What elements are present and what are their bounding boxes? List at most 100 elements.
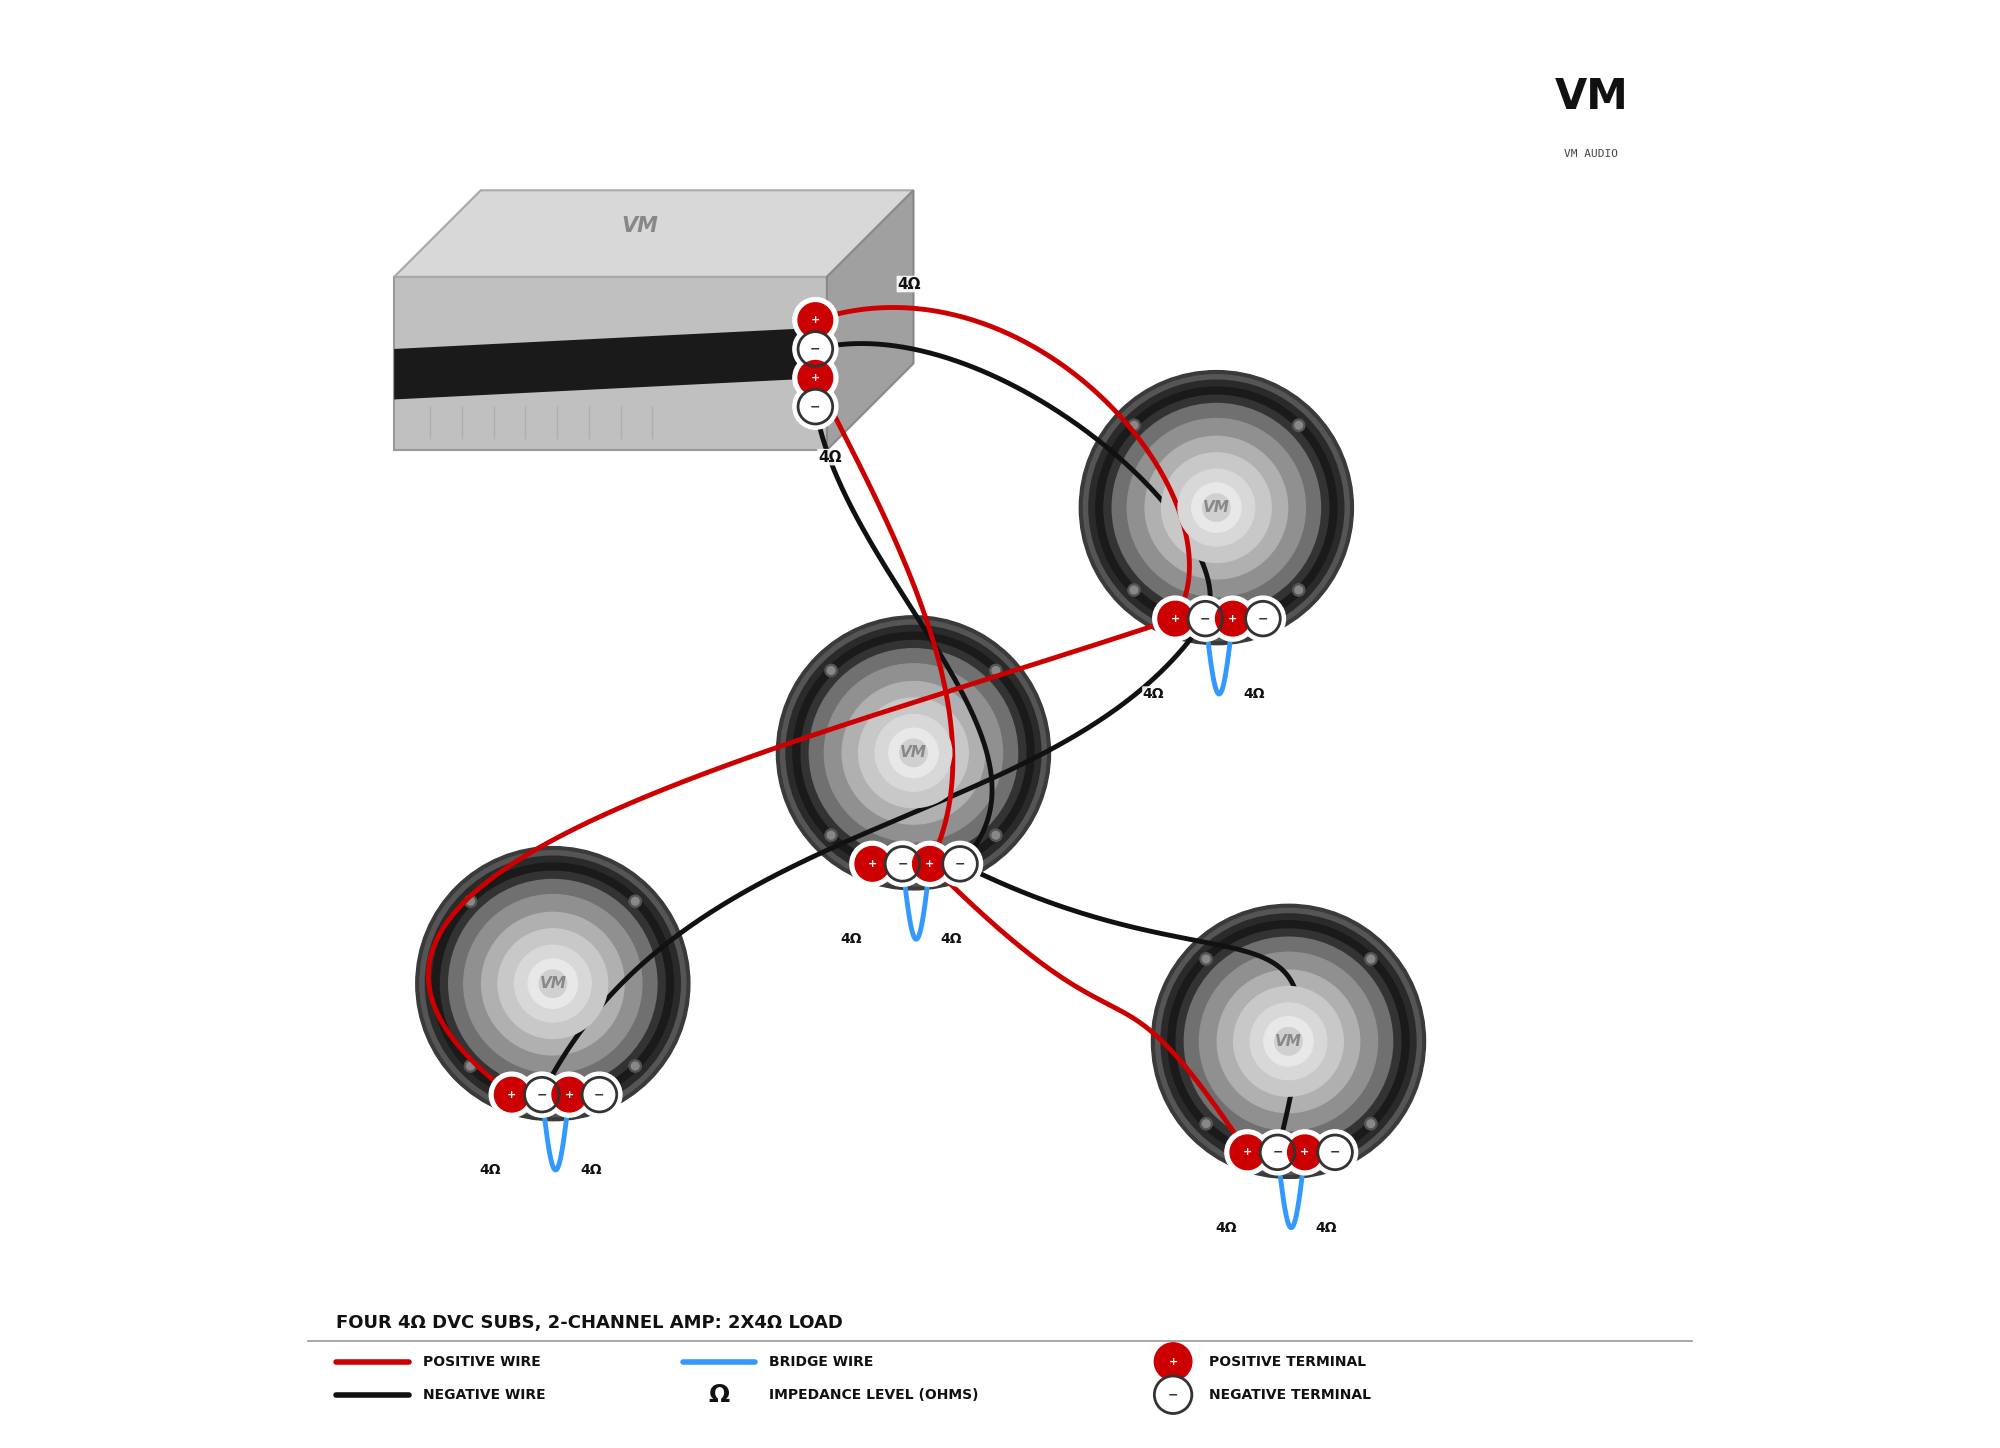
Circle shape	[464, 895, 642, 1073]
Text: +: +	[1168, 1357, 1178, 1367]
Circle shape	[1168, 921, 1410, 1161]
Circle shape	[1240, 597, 1286, 641]
Circle shape	[1162, 914, 1416, 1169]
Circle shape	[828, 666, 834, 675]
Circle shape	[824, 665, 838, 676]
Circle shape	[1312, 1129, 1358, 1174]
Circle shape	[546, 1072, 592, 1118]
Circle shape	[792, 355, 838, 400]
Text: NEGATIVE WIRE: NEGATIVE WIRE	[424, 1387, 546, 1402]
Circle shape	[1178, 469, 1254, 546]
Polygon shape	[826, 190, 914, 450]
Text: −: −	[1330, 1145, 1340, 1158]
Circle shape	[514, 946, 592, 1022]
Circle shape	[912, 847, 948, 882]
Text: 4Ω: 4Ω	[898, 277, 920, 291]
Circle shape	[810, 649, 1018, 857]
Text: −: −	[898, 857, 908, 870]
Text: 4Ω: 4Ω	[1316, 1221, 1338, 1235]
Circle shape	[1224, 1129, 1270, 1174]
Text: 4Ω: 4Ω	[580, 1163, 602, 1177]
Circle shape	[1184, 937, 1392, 1145]
Circle shape	[1260, 1135, 1294, 1170]
Circle shape	[1202, 1119, 1210, 1128]
Circle shape	[842, 682, 984, 824]
Text: 4Ω: 4Ω	[1214, 1221, 1236, 1235]
Text: −: −	[810, 343, 820, 355]
Circle shape	[464, 1060, 476, 1072]
Text: −: −	[1272, 1145, 1282, 1158]
Circle shape	[524, 1077, 560, 1112]
Circle shape	[1230, 1135, 1264, 1170]
Text: VM: VM	[540, 976, 566, 990]
Circle shape	[942, 847, 978, 882]
Circle shape	[1146, 436, 1288, 579]
Circle shape	[876, 714, 952, 791]
Circle shape	[420, 851, 686, 1116]
Circle shape	[850, 841, 894, 886]
Circle shape	[1188, 601, 1222, 636]
Circle shape	[1130, 586, 1138, 594]
Circle shape	[1216, 601, 1250, 636]
Circle shape	[798, 361, 832, 395]
Circle shape	[1368, 1119, 1374, 1128]
Text: 4Ω: 4Ω	[818, 450, 842, 465]
Circle shape	[1152, 597, 1198, 641]
Text: NEGATIVE TERMINAL: NEGATIVE TERMINAL	[1210, 1387, 1372, 1402]
Text: 4Ω: 4Ω	[1244, 686, 1266, 701]
Circle shape	[992, 831, 1000, 838]
Text: VM: VM	[1276, 1034, 1302, 1048]
Text: VM: VM	[620, 216, 658, 236]
Circle shape	[1256, 1129, 1300, 1174]
Circle shape	[858, 698, 968, 808]
Text: 4Ω: 4Ω	[940, 933, 962, 946]
Circle shape	[1246, 601, 1280, 636]
Circle shape	[828, 831, 834, 838]
Text: FOUR 4Ω DVC SUBS, 2-CHANNEL AMP: 2X4Ω LOAD: FOUR 4Ω DVC SUBS, 2-CHANNEL AMP: 2X4Ω LO…	[336, 1313, 844, 1332]
Circle shape	[1292, 584, 1304, 597]
Text: POSITIVE TERMINAL: POSITIVE TERMINAL	[1210, 1354, 1366, 1368]
Circle shape	[1176, 930, 1400, 1154]
Text: BRIDGE WIRE: BRIDGE WIRE	[770, 1354, 874, 1368]
Circle shape	[1148, 1337, 1198, 1386]
Circle shape	[630, 1060, 642, 1072]
Circle shape	[1154, 1342, 1192, 1380]
Polygon shape	[394, 277, 826, 450]
Circle shape	[540, 970, 566, 998]
Circle shape	[1234, 986, 1344, 1096]
Circle shape	[494, 1077, 530, 1112]
Text: 4Ω: 4Ω	[840, 933, 862, 946]
Text: +: +	[1242, 1147, 1252, 1157]
Text: −: −	[1168, 1389, 1178, 1402]
Circle shape	[1084, 375, 1350, 640]
Circle shape	[1162, 453, 1272, 562]
Text: −: −	[810, 400, 820, 413]
Circle shape	[520, 1072, 564, 1118]
Circle shape	[880, 841, 924, 886]
Circle shape	[1128, 418, 1140, 432]
Circle shape	[448, 879, 656, 1087]
Circle shape	[886, 847, 920, 882]
Text: −: −	[536, 1087, 548, 1100]
Circle shape	[1158, 601, 1192, 636]
Circle shape	[498, 928, 608, 1038]
Circle shape	[900, 738, 928, 766]
Circle shape	[630, 895, 642, 908]
Text: −: −	[1258, 613, 1268, 626]
Circle shape	[1364, 953, 1378, 966]
Circle shape	[798, 303, 832, 337]
Circle shape	[786, 626, 1040, 880]
Circle shape	[1112, 404, 1320, 611]
Circle shape	[1294, 586, 1302, 594]
Circle shape	[908, 841, 952, 886]
Circle shape	[1294, 421, 1302, 429]
Polygon shape	[394, 327, 826, 400]
Circle shape	[1088, 381, 1344, 636]
Circle shape	[552, 1077, 586, 1112]
Text: +: +	[1170, 614, 1180, 624]
Circle shape	[1156, 908, 1422, 1174]
Text: +: +	[810, 316, 820, 326]
Circle shape	[824, 830, 838, 841]
Circle shape	[416, 847, 690, 1121]
Circle shape	[1080, 371, 1354, 644]
